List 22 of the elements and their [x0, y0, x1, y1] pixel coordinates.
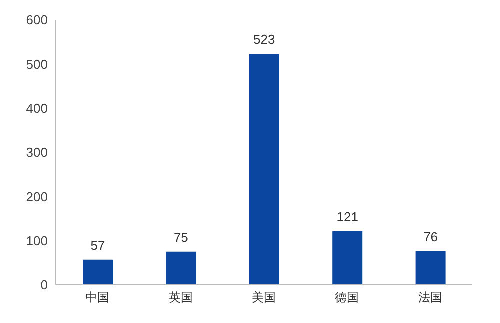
x-tick-label: 德国: [335, 290, 360, 305]
y-tick-label: 200: [26, 189, 48, 204]
bar: [416, 251, 446, 285]
data-label: 523: [254, 32, 276, 48]
y-tick-label: 400: [26, 100, 48, 116]
x-tick-label: 法国: [418, 290, 442, 305]
y-tick-label: 0: [40, 278, 48, 293]
bar: [166, 252, 196, 285]
data-label: 76: [424, 229, 438, 244]
y-tick-label: 600: [26, 12, 48, 28]
bar: [332, 232, 363, 285]
bar: [249, 54, 280, 285]
y-tick-label: 300: [26, 145, 48, 160]
y-tick-label: 500: [26, 56, 48, 72]
data-label: 57: [90, 238, 106, 253]
data-label: 121: [336, 210, 358, 225]
data-label: 75: [174, 230, 188, 245]
x-tick-label: 美国: [252, 290, 276, 305]
x-tick-label: 英国: [168, 290, 193, 305]
y-tick-label: 100: [26, 233, 48, 248]
x-tick-label: 中国: [86, 290, 110, 305]
bar: [83, 260, 113, 285]
